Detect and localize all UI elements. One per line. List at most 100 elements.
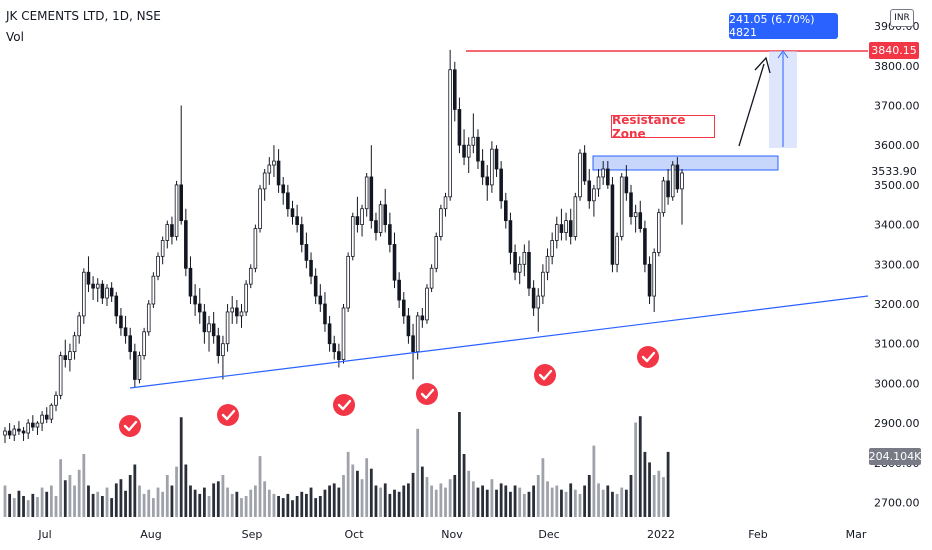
candle-body [350, 216, 355, 257]
resistance-zone[interactable] [592, 155, 779, 171]
volume-bar [597, 483, 600, 517]
time-tick-label: Nov [441, 528, 463, 541]
volume-bar [151, 498, 155, 517]
volume-bar [8, 493, 12, 517]
volume-bar [439, 483, 443, 517]
candle-body [545, 255, 550, 273]
price-tick-label: 3300.00 [874, 258, 920, 271]
volume-bar [124, 490, 127, 517]
candle-body [439, 208, 443, 237]
volume-bar [601, 489, 605, 517]
candle-body [299, 224, 304, 245]
candle-body [462, 144, 466, 158]
chart-title: JK CEMENTS LTD, 1D, NSE [6, 9, 161, 23]
check-circle-icon [333, 394, 355, 416]
volume-bar [138, 485, 141, 517]
candle-body [221, 343, 225, 357]
candle-body [661, 180, 666, 214]
candle-body [480, 160, 485, 178]
price-tick-label: 3400.00 [874, 219, 920, 232]
candle-body [397, 279, 401, 301]
volume-bar [230, 493, 234, 517]
check-circle-icon [217, 404, 239, 426]
volume-bar [12, 498, 16, 517]
candle-body [17, 428, 21, 432]
volume-bar [495, 489, 498, 517]
volume-bar [393, 489, 396, 517]
volume-bars [3, 412, 670, 517]
candle-body [490, 148, 494, 186]
candle-body [680, 172, 684, 190]
volume-bar [583, 485, 587, 517]
candle-body [504, 200, 508, 222]
volume-bar [207, 496, 211, 517]
candle-body [174, 184, 179, 237]
volume-bar [263, 481, 267, 517]
volume-bar [295, 496, 299, 517]
candle-body [235, 307, 239, 317]
volume-bar [379, 487, 382, 517]
candle-body [596, 176, 601, 190]
volume-bar [564, 491, 568, 517]
candle-body [202, 311, 207, 333]
candle-body [323, 303, 327, 325]
candle-body [568, 220, 573, 237]
candle-body [638, 212, 643, 229]
volume-bar [629, 475, 633, 517]
volume-bar [105, 487, 109, 517]
volume-bar [114, 483, 118, 517]
candle-body [573, 196, 578, 237]
volume-bar [258, 456, 262, 517]
time-axis[interactable]: Jul Aug Sep Oct Nov Dec 2022 Feb Mar [37, 528, 866, 541]
candle-body [216, 335, 221, 357]
time-tick-label: Feb [748, 528, 767, 541]
candle-body [272, 160, 276, 166]
candle-body [601, 168, 605, 178]
volume-bar [244, 496, 248, 517]
volume-bar [212, 483, 216, 517]
volume-bar [54, 496, 58, 517]
volume-bar [267, 489, 271, 517]
candle-body [508, 220, 513, 253]
candle-body [355, 216, 360, 226]
price-axis[interactable]: 2700.002800.002900.003000.003100.003200.… [874, 20, 920, 509]
candle-body [457, 109, 462, 146]
candle-body [128, 335, 132, 353]
candle-body [536, 295, 541, 309]
volume-bar [611, 491, 614, 517]
candle-body [476, 136, 480, 162]
volume-bar [638, 416, 642, 517]
candle-body [239, 311, 244, 317]
volume-bar [383, 483, 387, 517]
volume-bar [550, 487, 554, 517]
candle-body [262, 172, 267, 190]
candle-body [137, 355, 142, 380]
currency-badge[interactable]: INR [890, 9, 914, 27]
candle-body [629, 192, 633, 218]
candle-body [513, 251, 517, 273]
volume-bar [476, 487, 480, 517]
candle-body [151, 275, 156, 305]
candle-body [44, 414, 49, 420]
candle-body [160, 240, 165, 257]
volume-bar [434, 489, 438, 517]
volume-bar [666, 451, 670, 517]
volume-bar [40, 487, 44, 517]
volume-bar [546, 481, 549, 517]
volume-bar [606, 485, 610, 517]
volume-bar [189, 485, 192, 517]
candle-body [114, 295, 119, 317]
volume-bar [249, 489, 253, 517]
volume-bar [309, 487, 313, 517]
candle-body [401, 299, 406, 317]
support-trendline[interactable] [129, 295, 869, 389]
candle-body [643, 228, 647, 265]
candle-body [485, 176, 490, 186]
volume-bar [485, 489, 489, 517]
volume-bar [286, 493, 290, 517]
candle-body [123, 327, 128, 337]
volume-bar [416, 428, 420, 517]
volume-bar [587, 475, 591, 517]
candle-body [7, 430, 12, 436]
